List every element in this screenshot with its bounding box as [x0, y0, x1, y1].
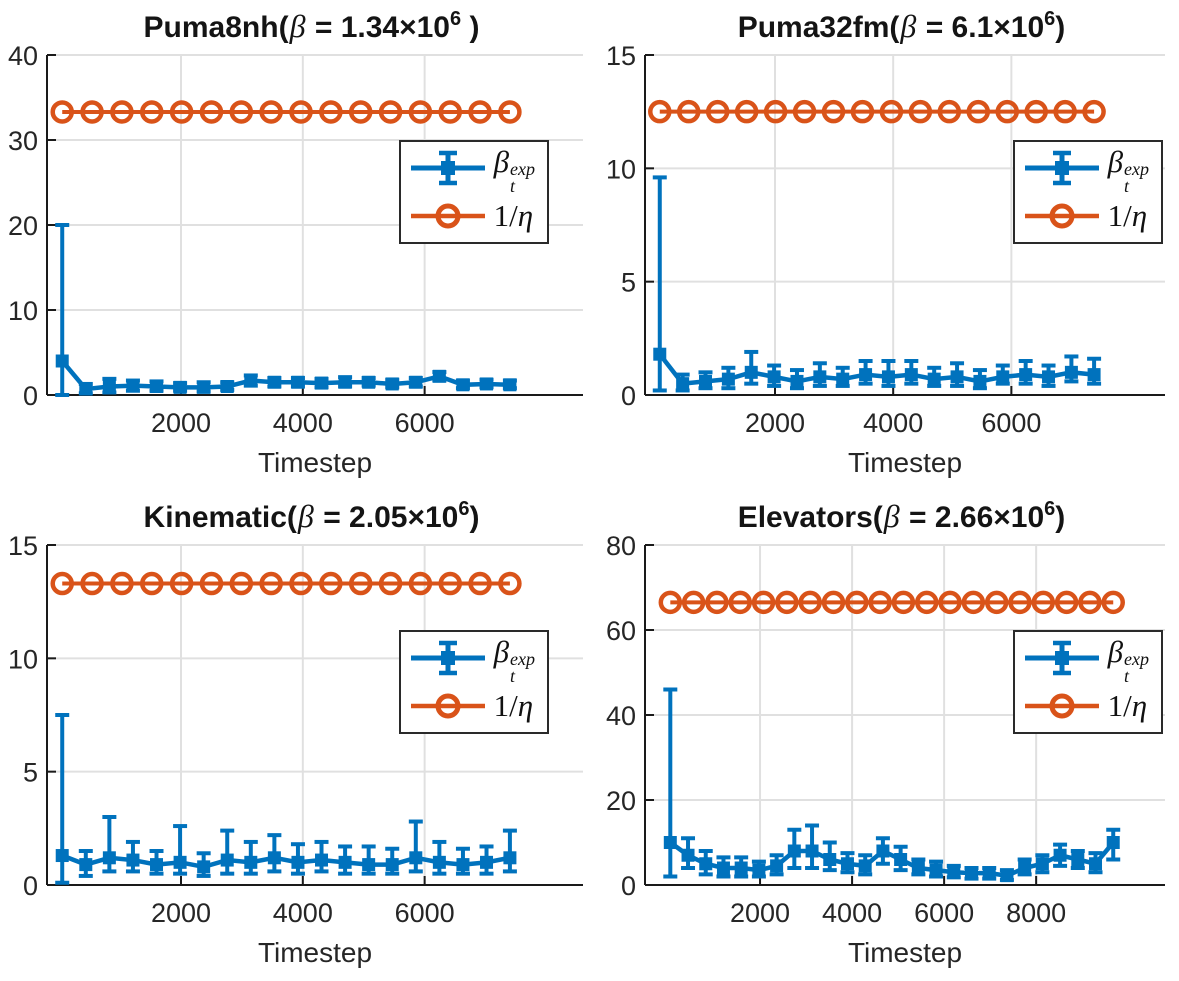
- svg-text:0: 0: [621, 871, 636, 901]
- svg-text:80: 80: [606, 531, 636, 561]
- legend-puma8nh: β exp t 1/η: [398, 140, 549, 244]
- svg-text:5: 5: [23, 758, 38, 788]
- legend-kinematic: β exp t 1/η: [398, 630, 549, 734]
- circle-marker-icon: [1024, 203, 1099, 229]
- errorbar-marker-icon: [1024, 150, 1099, 186]
- svg-text:8000: 8000: [1006, 898, 1066, 928]
- svg-text:5: 5: [621, 268, 636, 298]
- legend-label-eta: 1/η: [1107, 198, 1148, 233]
- svg-text:2000: 2000: [730, 898, 790, 928]
- svg-text:Timestep: Timestep: [848, 937, 962, 968]
- plot-area-elevators: 0 20 40 60 80 2000 4000 6000 8000 Timestep: [606, 531, 1165, 968]
- svg-text:60: 60: [606, 616, 636, 646]
- svg-text:40: 40: [606, 701, 636, 731]
- beta-symbol: β: [900, 8, 917, 44]
- plot-area-puma8nh: 0 10 20 30 40 2000 4000 6000 Timestep: [8, 41, 583, 478]
- beta-symbol: β: [289, 8, 306, 44]
- legend-entry-eta: 1/η: [1021, 192, 1149, 240]
- legend-entry-eta: 1/η: [407, 192, 535, 240]
- svg-text:6000: 6000: [981, 408, 1041, 438]
- legend-entry-beta: β exp t: [407, 144, 535, 196]
- chart-title-puma32fm: Puma32fm(β = 6.1×106): [737, 8, 1066, 44]
- legend-label-eta: 1/η: [493, 198, 534, 233]
- svg-text:Timestep: Timestep: [258, 937, 372, 968]
- legend-entry-eta: 1/η: [407, 682, 535, 730]
- legend-label-beta: β exp t: [1107, 634, 1149, 686]
- svg-text:40: 40: [8, 41, 38, 71]
- svg-text:10: 10: [8, 296, 38, 326]
- svg-text:0: 0: [23, 381, 38, 411]
- svg-text:0: 0: [621, 381, 636, 411]
- svg-text:2000: 2000: [151, 408, 211, 438]
- chart-puma8nh: Puma8nh(β = 1.34×106 ) 0 10 20 30 40 2000 4000…: [0, 0, 589, 490]
- svg-text:2000: 2000: [745, 408, 805, 438]
- circle-marker-icon: [410, 203, 485, 229]
- legend-entry-beta: β exp t: [1021, 634, 1149, 686]
- svg-text:2000: 2000: [151, 898, 211, 928]
- legend-label-beta: β exp t: [1107, 144, 1149, 196]
- errorbar-marker-icon: [410, 640, 485, 676]
- circle-marker-icon: [410, 693, 485, 719]
- svg-text:6000: 6000: [395, 408, 455, 438]
- svg-text:0: 0: [23, 871, 38, 901]
- chart-title-puma8nh: Puma8nh(β = 1.34×106 ): [143, 8, 480, 44]
- beta-symbol: β: [883, 498, 900, 534]
- svg-text:15: 15: [8, 531, 38, 561]
- circle-marker-icon: [1024, 693, 1099, 719]
- svg-text:10: 10: [606, 154, 636, 184]
- legend-label-beta: β exp t: [493, 144, 535, 196]
- svg-text:20: 20: [606, 786, 636, 816]
- svg-text:4000: 4000: [273, 898, 333, 928]
- legend-entry-beta: β exp t: [407, 634, 535, 686]
- chart-puma32fm: Puma32fm(β = 6.1×106) 0 5 10 15 2000 4000 6000…: [590, 0, 1179, 490]
- legend-label-eta: 1/η: [1107, 688, 1148, 723]
- legend-entry-beta: β exp t: [1021, 144, 1149, 196]
- svg-text:Timestep: Timestep: [258, 447, 372, 478]
- legend-puma32fm: β exp t 1/η: [1012, 140, 1163, 244]
- chart-elevators: Elevators(β = 2.66×106) 0 20 40 60 80 2000 400…: [590, 490, 1179, 980]
- svg-text:30: 30: [8, 126, 38, 156]
- svg-text:20: 20: [8, 211, 38, 241]
- chart-title-elevators: Elevators(β = 2.66×106): [737, 498, 1066, 534]
- beta-symbol: β: [297, 498, 314, 534]
- svg-text:6000: 6000: [395, 898, 455, 928]
- chart-title-kinematic: Kinematic(β = 2.05×106): [143, 498, 480, 534]
- svg-text:10: 10: [8, 644, 38, 674]
- plot-area-kinematic: 0 5 10 15 2000 4000 6000 Timestep: [8, 531, 583, 968]
- svg-text:4000: 4000: [273, 408, 333, 438]
- svg-text:Timestep: Timestep: [848, 447, 962, 478]
- svg-text:4000: 4000: [863, 408, 923, 438]
- legend-entry-eta: 1/η: [1021, 682, 1149, 730]
- legend-label-beta: β exp t: [493, 634, 535, 686]
- errorbar-marker-icon: [1024, 640, 1099, 676]
- chart-kinematic: Kinematic(β = 2.05×106) 0 5 10 15 2000 4000 60…: [0, 490, 589, 980]
- legend-elevators: β exp t 1/η: [1012, 630, 1163, 734]
- errorbar-marker-icon: [410, 150, 485, 186]
- svg-text:15: 15: [606, 41, 636, 71]
- legend-label-eta: 1/η: [493, 688, 534, 723]
- plot-area-puma32fm: 0 5 10 15 2000 4000 6000 Timestep: [606, 41, 1165, 478]
- svg-text:4000: 4000: [822, 898, 882, 928]
- svg-text:6000: 6000: [914, 898, 974, 928]
